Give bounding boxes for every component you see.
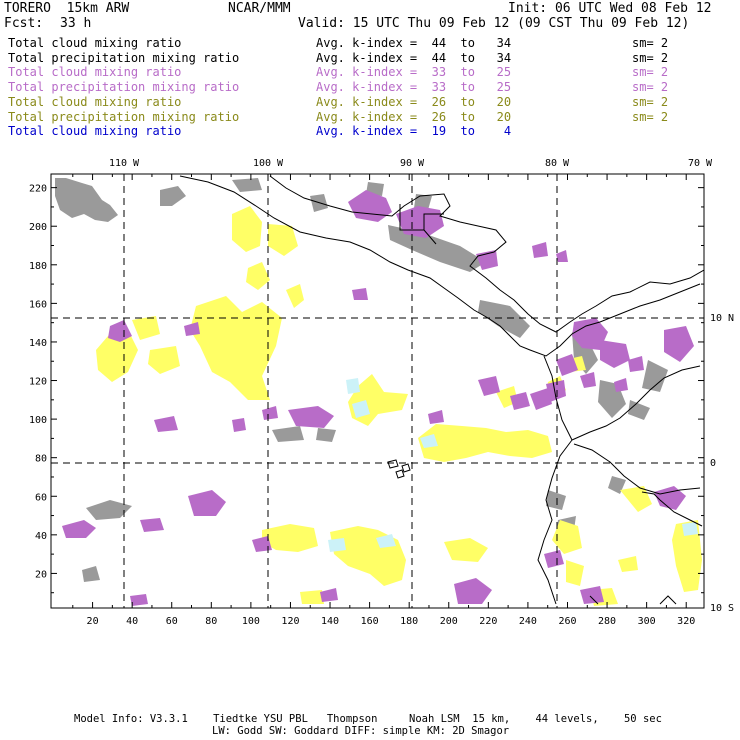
legend-kindex: Avg. k-index = 44 to 34 <box>316 36 512 50</box>
legend-kindex: Avg. k-index = 26 to 20 <box>316 94 512 109</box>
legend-field-label: Total cloud mixing ratio <box>8 94 182 109</box>
legend-kindex: Avg. k-index = 19 to 4 <box>316 124 512 139</box>
x-tick-label: 20 <box>87 616 99 627</box>
x-tick-label: 220 <box>479 616 497 627</box>
legend-field-label: Total precipitation mixing ratio <box>8 109 240 124</box>
x-tick-label: 200 <box>440 616 458 627</box>
legend-smoothing: sm= 2 <box>632 94 669 109</box>
init-time: Init: 06 UTC Wed 08 Feb 12 <box>508 1 712 16</box>
longitude-label: 70 W <box>688 158 713 169</box>
y-tick-label: 100 <box>29 415 47 426</box>
institution-label: NCAR/MMM <box>228 1 291 16</box>
axis-ticks <box>51 174 704 608</box>
plot-frame <box>50 173 705 609</box>
x-tick-label: 280 <box>598 616 616 627</box>
y-tick-label: 200 <box>29 222 47 233</box>
longitude-label: 100 W <box>253 158 284 169</box>
x-tick-label: 240 <box>519 616 537 627</box>
cyan-field <box>328 378 698 552</box>
precip-fields <box>55 175 704 606</box>
valid-time: Valid: 15 UTC Thu 09 Feb 12 (09 CST Thu … <box>298 16 690 31</box>
latitude-label: 10 N <box>710 313 734 324</box>
y-tick-label: 40 <box>35 531 47 542</box>
x-tick-label: 40 <box>126 616 138 627</box>
legend-field-label: Total cloud mixing ratio <box>8 124 182 139</box>
legend-kindex: Avg. k-index = 33 to 25 <box>316 65 512 80</box>
y-tick-label: 120 <box>29 377 47 388</box>
x-tick-label: 320 <box>677 616 695 627</box>
x-tick-label: 180 <box>400 616 418 627</box>
legend-kindex: Avg. k-index = 33 to 25 <box>316 80 512 95</box>
x-tick-label: 160 <box>361 616 379 627</box>
latitude-label: 10 S <box>710 603 734 614</box>
longitude-label: 80 W <box>545 158 570 169</box>
y-tick-label: 80 <box>35 454 47 465</box>
legend-field-label: Total precipitation mixing ratio <box>8 50 240 65</box>
y-tick-label: 160 <box>29 299 47 310</box>
physics-info: LW: Godd SW: Goddard DIFF: simple KM: 2D… <box>212 725 510 737</box>
purple-field <box>62 190 694 606</box>
legend-smoothing: sm= 2 <box>632 50 669 65</box>
x-tick-label: 260 <box>558 616 576 627</box>
longitude-label: 90 W <box>400 158 425 169</box>
forecast-hours: 33 h <box>60 16 92 31</box>
x-tick-label: 140 <box>321 616 339 627</box>
legend-field-label: Total cloud mixing ratio <box>8 36 182 50</box>
forecast-label: Fcst: <box>4 16 44 31</box>
axis-labels: 20 40 60 80 100 120 140 160 180 200 220 240 260 280 30… <box>29 158 734 627</box>
model-title: TORERO 15km ARW <box>4 1 130 16</box>
legend-kindex: Avg. k-index = 26 to 20 <box>316 109 512 124</box>
x-tick-label: 300 <box>638 616 656 627</box>
x-tick-label: 80 <box>205 616 217 627</box>
longitude-label: 110 W <box>109 158 140 169</box>
y-tick-label: 180 <box>29 261 47 272</box>
graticule <box>51 174 704 608</box>
legend-field-label: Total precipitation mixing ratio <box>8 80 240 95</box>
model-info: Model Info: V3.3.1 Tiedtke YSU PBL Thomp… <box>74 713 662 725</box>
y-tick-label: 20 <box>35 569 47 580</box>
legend-smoothing: sm= 2 <box>632 109 669 124</box>
x-tick-label: 100 <box>242 616 260 627</box>
x-tick-label: 60 <box>166 616 178 627</box>
legend-field-label: Total cloud mixing ratio <box>8 65 182 80</box>
legend-kindex: Avg. k-index = 44 to 34 <box>316 50 512 65</box>
x-tick-label: 120 <box>281 616 299 627</box>
y-tick-label: 220 <box>29 184 47 195</box>
latitude-label: 0 <box>710 458 716 469</box>
legend-smoothing: sm= 2 <box>632 36 669 50</box>
legend-smoothing: sm= 2 <box>632 80 669 95</box>
coastline <box>179 175 704 605</box>
gray-field <box>55 178 668 582</box>
y-tick-label: 140 <box>29 338 47 349</box>
legend-smoothing: sm= 2 <box>632 65 669 80</box>
y-tick-label: 60 <box>35 492 47 503</box>
